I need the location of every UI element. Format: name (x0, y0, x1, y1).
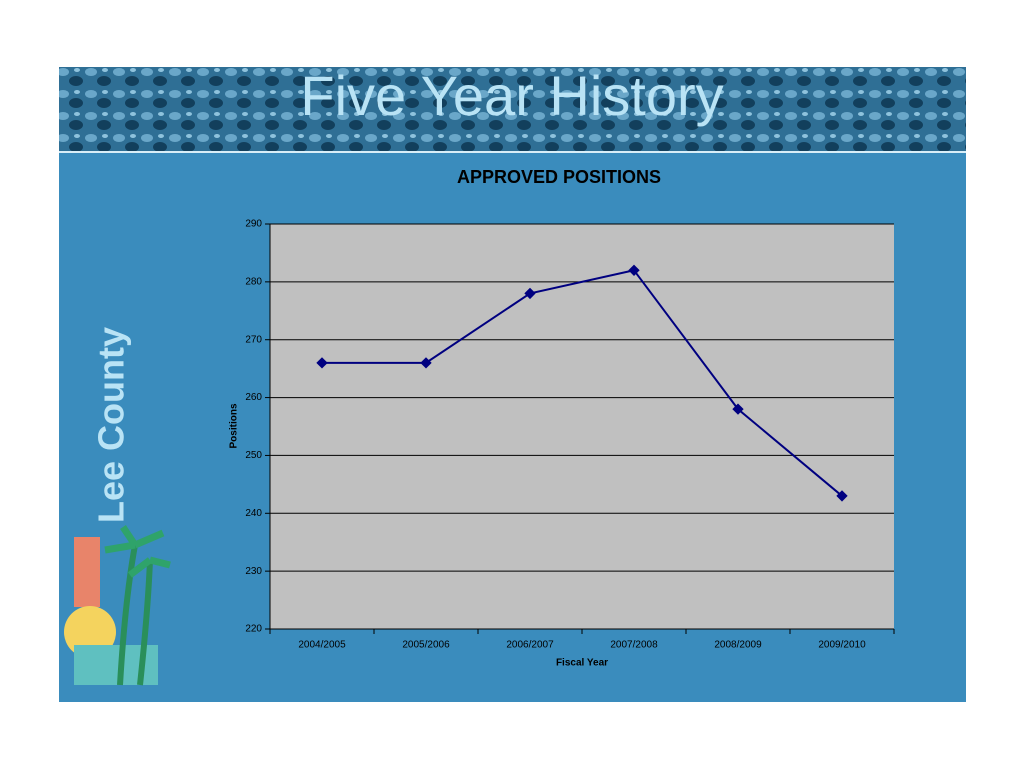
slide-title: Five Year History (300, 64, 723, 127)
data-line (322, 269, 843, 497)
x-tick-label: 2008/2009 (714, 640, 762, 651)
y-tick-label: 250 (245, 450, 262, 461)
chart-title: APPROVED POSITIONS (457, 167, 661, 187)
data-point (732, 403, 744, 415)
logo-text: Lee County (91, 327, 132, 523)
logo-palm-trunks (117, 544, 153, 686)
x-tick-label: 2005/2006 (402, 640, 450, 651)
logo: Lee County (64, 327, 171, 686)
x-axis-label: Fiscal Year (556, 658, 608, 669)
y-tick-label: 240 (245, 508, 262, 519)
data-point (524, 287, 536, 300)
y-tick-label: 270 (245, 334, 262, 345)
y-axis-label: Positions (229, 403, 240, 448)
logo-sun-block (74, 537, 100, 607)
data-point (628, 264, 640, 276)
y-tick-label: 280 (245, 276, 262, 287)
x-tick-label: 2004/2005 (298, 640, 346, 651)
logo-palm-leaves (104, 525, 171, 578)
plot-area (270, 224, 894, 629)
x-tick-label: 2006/2007 (506, 640, 554, 651)
data-point (420, 357, 432, 369)
x-tick-label: 2007/2008 (610, 640, 658, 651)
y-tick-label: 260 (245, 392, 262, 403)
header-band (59, 67, 966, 151)
data-point (836, 490, 848, 502)
data-point (316, 357, 328, 369)
y-tick-label: 290 (245, 219, 262, 230)
y-tick-label: 220 (245, 624, 262, 635)
x-tick-label: 2009/2010 (818, 640, 866, 651)
y-tick-label: 230 (245, 566, 262, 577)
